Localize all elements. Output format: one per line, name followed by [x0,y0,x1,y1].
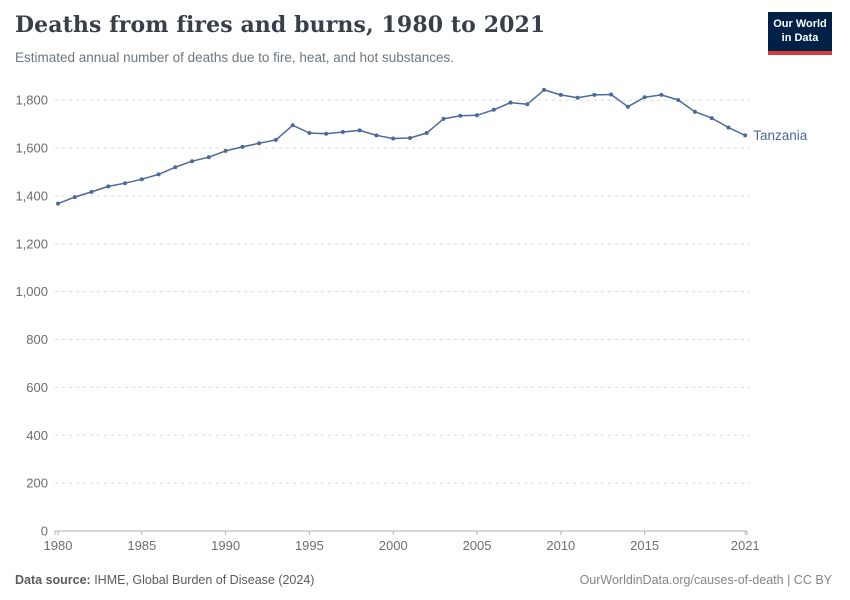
data-point-2012[interactable] [592,92,597,97]
y-axis-label: 1,600 [15,141,48,156]
page-title: Deaths from fires and burns, 1980 to 202… [15,12,546,38]
data-point-1999[interactable] [374,133,379,138]
y-axis-label: 1,200 [15,236,48,251]
data-point-2001[interactable] [408,136,412,140]
y-axis-label: 600 [26,380,48,395]
x-axis-label: 1995 [295,538,324,553]
data-point-1994[interactable] [290,123,295,128]
series-label-tanzania[interactable]: Tanzania [753,128,808,143]
owid-logo[interactable]: Our World in Data [768,12,832,55]
data-point-2010[interactable] [558,92,563,97]
y-axis-label: 1,800 [15,93,48,108]
data-point-2017[interactable] [676,98,681,102]
data-point-2009[interactable] [542,87,547,92]
data-point-1993[interactable] [273,137,278,142]
y-axis-label: 400 [26,428,48,443]
x-axis-label: 1990 [211,538,240,553]
data-point-2013[interactable] [609,92,614,97]
data-point-2005[interactable] [475,113,479,118]
data-point-2000[interactable] [391,136,396,141]
data-point-2014[interactable] [625,104,630,109]
data-point-2015[interactable] [642,95,647,100]
data-point-1997[interactable] [340,130,345,134]
data-point-1992[interactable] [257,141,262,146]
data-point-1996[interactable] [324,131,329,136]
data-point-2016[interactable] [659,92,664,97]
y-axis-label: 800 [26,332,48,347]
x-axis-label: 2010 [546,538,575,553]
data-point-1986[interactable] [156,172,161,177]
data-point-2008[interactable] [525,102,530,107]
owid-logo-line2: in Data [781,31,819,44]
data-point-1988[interactable] [190,159,195,164]
chart-subtitle: Estimated annual number of deaths due to… [15,50,455,65]
data-source-text: IHME, Global Burden of Disease (2024) [90,573,315,587]
data-point-1981[interactable] [72,195,77,200]
data-point-2004[interactable] [458,113,463,118]
data-point-1995[interactable] [307,131,312,135]
data-point-2006[interactable] [491,107,496,112]
data-point-1990[interactable] [223,148,228,153]
trend-line [57,89,746,205]
data-point-1987[interactable] [173,165,178,170]
data-point-2019[interactable] [709,116,714,121]
y-axis-label: 200 [26,476,48,491]
data-point-1985[interactable] [139,177,144,182]
data-point-1980[interactable] [56,201,60,206]
data-point-2003[interactable] [441,116,446,121]
y-axis-label: 0 [41,524,48,539]
footer-link[interactable]: OurWorldinData.org/causes-of-death | CC … [579,573,832,587]
data-point-1984[interactable] [123,181,127,186]
x-axis-label: 2005 [463,538,492,553]
x-axis-label: 2021 [731,538,760,553]
x-axis-label: 1985 [127,538,156,553]
data-point-2021[interactable] [743,133,748,138]
data-source-label: Data source: [15,573,91,587]
data-point-1991[interactable] [240,144,245,149]
y-axis-label: 1,000 [15,284,48,299]
x-axis-label: 1980 [44,538,73,553]
data-point-1983[interactable] [106,184,111,189]
data-point-2018[interactable] [692,109,697,114]
data-point-1998[interactable] [357,128,362,133]
data-point-2020[interactable] [726,125,731,130]
x-axis-label: 2000 [379,538,408,553]
owid-logo-line1: Our World [773,18,827,30]
data-source: Data source: IHME, Global Burden of Dise… [15,573,314,587]
data-point-1989[interactable] [206,155,211,160]
data-point-2007[interactable] [508,100,513,105]
data-point-1982[interactable] [89,189,94,194]
x-axis-label: 2015 [630,538,659,553]
data-point-2002[interactable] [424,131,429,135]
data-point-2011[interactable] [575,95,580,100]
y-axis-label: 1,400 [15,188,48,203]
